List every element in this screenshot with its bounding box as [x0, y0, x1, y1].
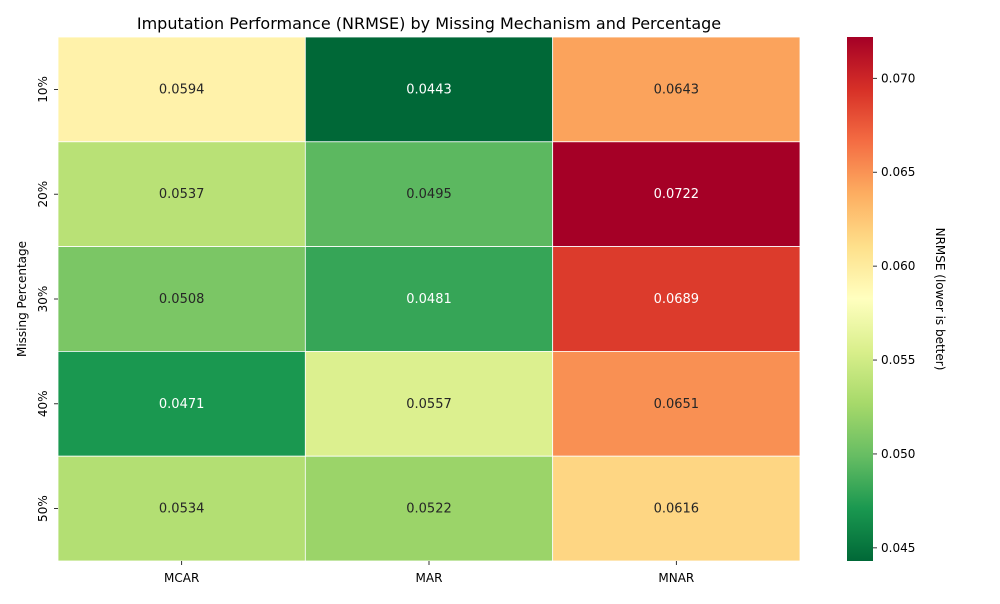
y-tick-label: 50%: [36, 495, 50, 522]
heatmap-cell: [304, 455, 554, 562]
colorbar-tick-label: 0.065: [881, 165, 915, 179]
heatmap-cell: [552, 141, 801, 248]
cell-value-label: 0.0643: [654, 82, 700, 97]
heatmap-cell: [304, 141, 554, 248]
y-axis: 10% 20% 30% 40% 50%: [36, 76, 58, 522]
heatmap-cell: [552, 350, 801, 457]
cell-value-label: 0.0537: [159, 187, 205, 202]
heatmap-cell: [552, 455, 801, 562]
colorbar-gradient: [847, 37, 873, 561]
heatmap-cell: [57, 36, 306, 143]
cell-value-label: 0.0471: [159, 397, 205, 412]
heatmap-cell: [304, 246, 554, 352]
colorbar-tick-label: 0.070: [881, 71, 915, 85]
cell-value-label: 0.0616: [654, 502, 700, 517]
cell-value-label: 0.0722: [654, 187, 700, 202]
x-axis: MCAR MAR MNAR: [164, 561, 694, 585]
heatmap-cell: [57, 141, 306, 248]
colorbar-tick-label: 0.055: [881, 353, 915, 367]
cell-value-label: 0.0594: [159, 82, 205, 97]
y-tick-label: 30%: [36, 286, 50, 313]
y-tick-label: 10%: [36, 76, 50, 103]
cell-value-label: 0.0522: [406, 502, 452, 517]
x-tick-label: MCAR: [164, 571, 199, 585]
heatmap-cell: [57, 350, 306, 457]
cell-value-label: 0.0534: [159, 502, 205, 517]
colorbar-tick-label: 0.060: [881, 259, 915, 273]
cell-value-label: 0.0495: [406, 187, 452, 202]
cell-value-label: 0.0481: [406, 292, 452, 307]
colorbar-tick-label: 0.045: [881, 541, 915, 555]
cell-value-label: 0.0443: [406, 82, 452, 97]
y-tick-label: 40%: [36, 390, 50, 417]
heatmap-cell: [304, 36, 554, 143]
y-tick-label: 20%: [36, 181, 50, 208]
cell-value-label: 0.0557: [406, 397, 452, 412]
colorbar-label: NRMSE (lower is better): [933, 228, 947, 371]
heatmap-cell: [57, 246, 306, 352]
x-tick-label: MAR: [416, 571, 443, 585]
x-tick-label: MNAR: [658, 571, 694, 585]
colorbar: 0.045 0.050 0.055 0.060 0.065 0.070: [847, 37, 915, 561]
y-axis-label: Missing Percentage: [15, 241, 29, 357]
heatmap-cell: [552, 36, 801, 143]
chart-title: Imputation Performance (NRMSE) by Missin…: [137, 14, 721, 33]
cell-value-label: 0.0508: [159, 292, 205, 307]
heatmap-cell: [57, 455, 306, 562]
cell-value-label: 0.0651: [654, 397, 700, 412]
cell-value-label: 0.0689: [654, 292, 700, 307]
heatmap-cells: 0.0594 0.0443 0.0643 0.0537 0.0495 0.0722 0.05…: [57, 36, 801, 562]
colorbar-tick-label: 0.050: [881, 447, 915, 461]
